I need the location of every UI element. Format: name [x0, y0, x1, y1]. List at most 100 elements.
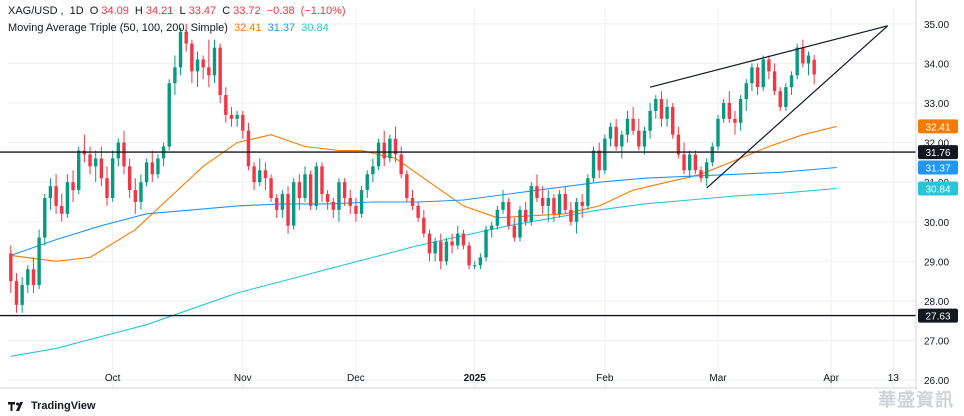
candle-body: [512, 225, 517, 238]
candle-body: [88, 154, 92, 167]
candle-body: [201, 59, 205, 68]
candle-body: [280, 194, 285, 210]
trendlines[interactable]: [649, 25, 889, 189]
candle-body: [365, 174, 369, 191]
change-value: −0.38: [266, 5, 295, 17]
candle-body: [9, 253, 13, 282]
candle-body: [806, 55, 811, 64]
tradingview-brand[interactable]: TradingView: [8, 400, 96, 412]
candle-body: [218, 47, 222, 96]
candle-body: [269, 178, 273, 198]
candle-body: [540, 198, 545, 206]
candle-body: [297, 182, 302, 198]
candle-body: [167, 83, 171, 147]
candle-body: [778, 91, 782, 107]
candle-body: [721, 103, 726, 119]
candle-body: [456, 233, 460, 246]
candle-body: [105, 178, 109, 198]
candle-body: [139, 182, 143, 202]
x-tick-label: Mar: [709, 373, 727, 384]
candle-body: [738, 99, 743, 123]
ma50-value: 32.41: [233, 22, 262, 34]
y-tick-label: 27.00: [924, 337, 949, 348]
candle-body: [761, 59, 765, 88]
candle-body: [552, 198, 556, 214]
candle-body: [410, 198, 415, 206]
candle-body: [801, 47, 805, 64]
candle-body: [439, 241, 443, 262]
candle-body: [523, 209, 528, 222]
ma-legend[interactable]: Moving Average Triple (50, 100, 200, Sim…: [8, 22, 332, 34]
candle-body: [637, 130, 641, 147]
candle-body: [608, 126, 613, 139]
candle-body: [473, 265, 477, 267]
candle-body: [710, 146, 715, 163]
candle-body: [546, 198, 550, 206]
candle-body: [275, 198, 279, 210]
candle-body: [772, 71, 777, 92]
candle-body: [393, 138, 398, 155]
candle-body: [614, 126, 618, 147]
candle-body: [235, 114, 239, 119]
y-tick-label: 35.00: [924, 20, 949, 31]
y-tick-label: 34.00: [924, 59, 949, 70]
candle-body: [427, 233, 432, 254]
candle-body: [376, 142, 381, 167]
trendline: [706, 25, 889, 189]
horizontal-lines[interactable]: [0, 151, 916, 317]
price-badge-label: 27.63: [925, 312, 950, 323]
candle-body: [54, 186, 58, 206]
candle-body: [755, 67, 760, 88]
candle-body: [303, 174, 307, 198]
y-tick-label: 30.00: [924, 218, 949, 229]
candle-body: [506, 201, 511, 226]
candle-body: [195, 59, 200, 72]
candle-body: [450, 241, 454, 246]
interval[interactable]: 1D: [69, 5, 84, 17]
candle-body: [252, 166, 256, 183]
candle-body: [574, 201, 579, 222]
candle-body: [586, 178, 590, 206]
price-badge: [918, 119, 958, 134]
candle-body: [65, 182, 70, 214]
candle-body: [308, 174, 313, 206]
candle-body: [529, 186, 533, 222]
candle-body: [173, 67, 177, 84]
candle-body: [246, 130, 251, 167]
close-label: C: [222, 5, 231, 17]
candle-body: [659, 99, 664, 119]
candles: [9, 23, 816, 313]
candle-body: [444, 241, 449, 262]
candle-body: [399, 154, 403, 175]
candle-body: [20, 285, 24, 305]
change-percent: (−1.10%): [300, 5, 346, 17]
candle-body: [258, 170, 262, 183]
low-label: L: [179, 5, 186, 17]
close-value: 33.72: [233, 5, 261, 17]
candle-body: [654, 99, 658, 111]
candle-body: [77, 150, 81, 191]
y-tick-label: 29.00: [924, 257, 949, 268]
tradingview-logo-icon: [8, 401, 23, 411]
symbol-name[interactable]: XAG/USD: [8, 5, 58, 17]
candle-body: [354, 205, 358, 214]
price-badge: [918, 145, 958, 160]
candle-body: [535, 186, 539, 198]
open-value: 34.09: [101, 5, 129, 17]
candle-body: [388, 138, 392, 159]
y-tick-label: 28.00: [924, 297, 949, 308]
candle-body: [144, 162, 149, 183]
candle-body: [241, 114, 245, 131]
candle-body: [190, 43, 194, 72]
candle-body: [563, 194, 567, 210]
candle-body: [286, 194, 290, 226]
candle-body: [156, 158, 160, 175]
price-badge-label: 31.76: [925, 148, 950, 159]
candle-body: [789, 75, 794, 88]
ma200-value: 30.84: [301, 22, 329, 34]
candle-body: [133, 190, 137, 202]
candle-body: [625, 118, 630, 135]
candle-body: [642, 130, 647, 147]
candle-body: [337, 182, 341, 210]
